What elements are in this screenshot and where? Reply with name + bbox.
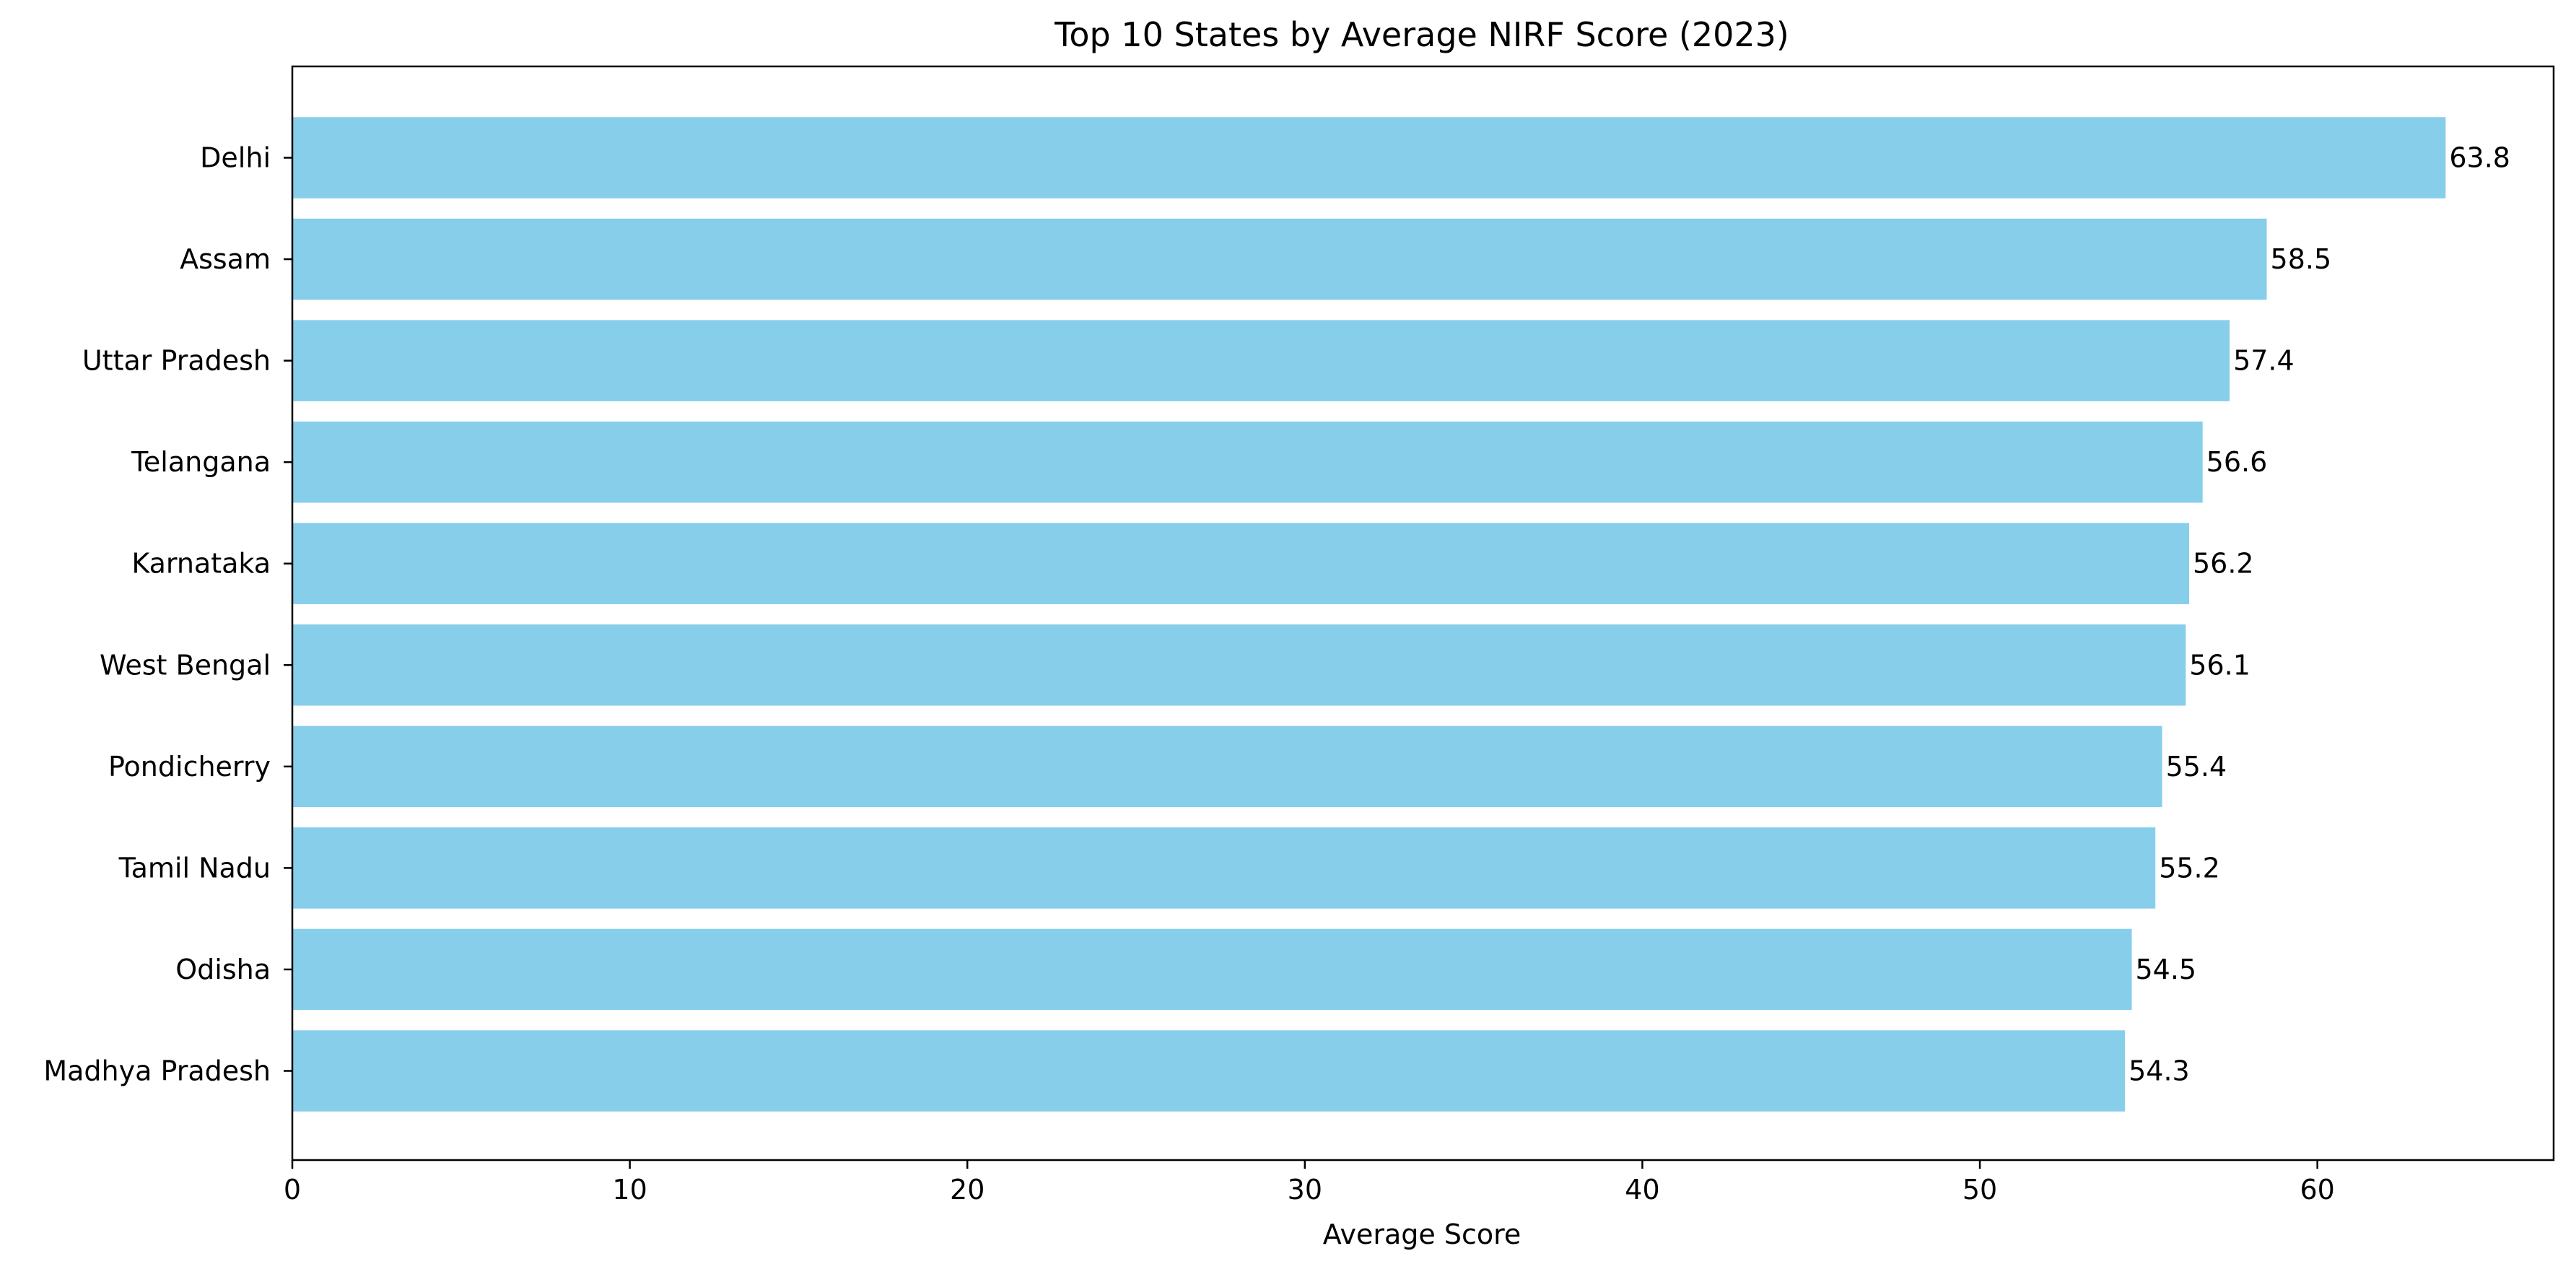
y-tick-label: Delhi bbox=[200, 142, 271, 174]
data-label: 54.5 bbox=[2135, 954, 2196, 985]
data-label: 63.8 bbox=[2449, 142, 2510, 174]
x-tick-label: 20 bbox=[950, 1174, 984, 1206]
data-label: 56.6 bbox=[2206, 446, 2268, 478]
data-label: 55.2 bbox=[2159, 852, 2220, 884]
y-tick-label: Tamil Nadu bbox=[118, 852, 271, 884]
x-tick-label: 10 bbox=[612, 1174, 647, 1206]
y-tick-label: Assam bbox=[180, 243, 271, 275]
y-tick-label: Madhya Pradesh bbox=[43, 1055, 271, 1087]
bar bbox=[292, 725, 2162, 808]
plot-frame bbox=[291, 65, 2555, 1161]
data-label: 57.4 bbox=[2233, 345, 2295, 377]
data-label: 54.3 bbox=[2129, 1055, 2190, 1087]
x-axis-label: Average Score bbox=[1323, 1219, 1521, 1250]
bar bbox=[292, 218, 2267, 300]
y-tick-label: Telangana bbox=[131, 446, 271, 478]
x-tick-label: 40 bbox=[1625, 1174, 1659, 1206]
bar bbox=[292, 1030, 2126, 1112]
bar bbox=[292, 320, 2230, 401]
data-label: 58.5 bbox=[2271, 243, 2332, 275]
x-tick-label: 50 bbox=[1962, 1174, 1997, 1206]
x-axis-ticks: 0 10 20 30 40 50 60 bbox=[284, 1160, 2335, 1206]
y-tick-label: Uttar Pradesh bbox=[82, 345, 271, 377]
bar bbox=[292, 827, 2156, 909]
x-tick-label: 0 bbox=[284, 1174, 301, 1206]
bar bbox=[292, 928, 2132, 1011]
y-tick-label: Pondicherry bbox=[108, 751, 271, 783]
bar bbox=[292, 624, 2186, 706]
y-tick-label: Odisha bbox=[175, 954, 271, 985]
data-label: 56.2 bbox=[2193, 548, 2254, 580]
y-tick-label: West Bengal bbox=[100, 649, 271, 681]
bar bbox=[292, 523, 2189, 604]
bars-layer bbox=[292, 117, 2446, 1112]
bar bbox=[292, 421, 2203, 503]
y-axis-ticks: Delhi Assam Uttar Pradesh Telangana Karnatak… bbox=[43, 142, 292, 1087]
y-tick-label: Karnataka bbox=[131, 548, 271, 580]
data-label: 56.1 bbox=[2189, 649, 2250, 681]
data-labels-layer: 63.8 58.5 57.4 56.6 56.2 56.1 55.4 55.2 54.5 54.3 bbox=[2129, 142, 2510, 1087]
x-tick-label: 30 bbox=[1288, 1174, 1322, 1206]
chart-title: Top 10 States by Average NIRF Score (202… bbox=[1054, 15, 1789, 54]
bar bbox=[292, 117, 2446, 199]
data-label: 55.4 bbox=[2166, 751, 2227, 783]
x-tick-label: 60 bbox=[2300, 1174, 2334, 1206]
